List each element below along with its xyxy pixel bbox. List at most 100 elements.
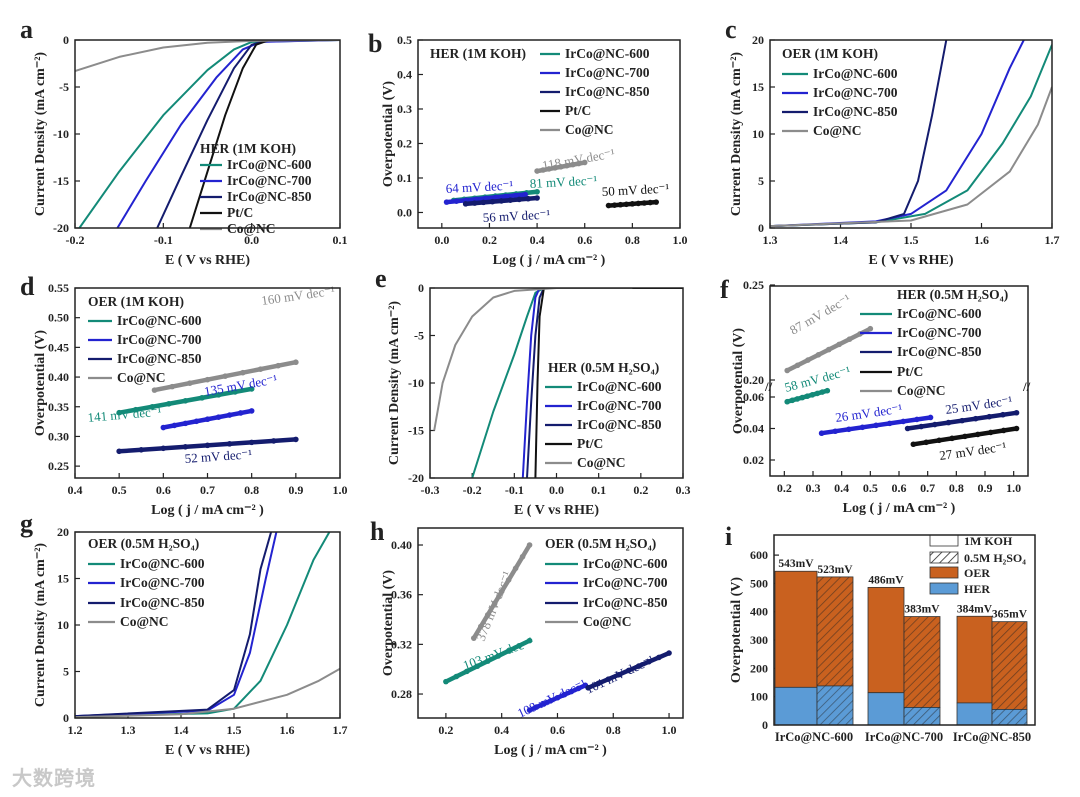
legend-label: Pt/C [565,103,591,118]
y-tick-label: 0.2 [397,136,412,150]
x-tick-label: 0.2 [482,233,497,247]
data-point [629,201,636,207]
plot-frame [74,39,341,229]
data-point [160,445,167,452]
y-tick-label: 0.3 [397,102,412,116]
data-point [526,542,533,548]
y-tick-label: -20 [53,221,69,235]
data-point [824,387,831,394]
data-point [182,398,189,404]
data-point [809,392,816,398]
legend-title: HER (0.5M H₂SO₄) [548,360,659,375]
y-tick-label: 0.30 [48,429,69,443]
data-point [832,428,839,435]
data-point [484,612,491,618]
data-point [653,199,659,205]
data-point [160,424,167,431]
data-point [534,168,540,174]
y-tick-label: 10 [752,127,764,141]
legend-label: IrCo@NC-600 [565,46,650,61]
data-point [222,373,228,379]
y-tick-label: 0.50 [48,311,69,325]
bar-hatch-overlay [992,621,1027,725]
y-tick-label: 0 [758,221,764,235]
legend-label: Co@NC [577,455,626,470]
legend-label: IrCo@NC-850 [813,104,898,119]
data-point [552,165,558,171]
series-line-co-nc [75,40,340,72]
slope-annotation: 50 mV dec⁻¹ [601,180,669,199]
x-tick-label: 0.2 [633,483,648,497]
x-tick-label: -0.1 [505,483,524,497]
data-point [275,362,281,369]
x-tick-label: 0.2 [438,723,453,737]
bar-oer-segment [956,615,993,704]
x-axis-label: Log ( j / mA cm⁻² ) [151,503,264,518]
y-tick-label: 300 [750,633,768,647]
y-axis-label: Overpotential (V) [381,81,396,187]
data-point [623,201,630,208]
panel-a: a -20 -15 -10 -5 0 Current Density (mA cm⁻²) -0… [20,15,348,268]
series-line-irco-nc-700 [521,288,683,478]
slope-annotation: 64 mV dec⁻¹ [445,177,513,196]
data-point [570,161,576,168]
data-point [215,392,222,398]
y-tick-label: 0.04 [743,422,764,436]
data-point [199,395,205,401]
panel-b: b 0.0 0.1 0.2 0.3 0.4 0.5 Overpotential (V) 0.0 0… [368,29,688,268]
axis-break-mark: // [764,379,773,394]
data-point [646,658,652,665]
legend-label: IrCo@NC-600 [813,66,898,81]
bar-value-label: 486mV [868,574,904,586]
data-point [489,198,496,205]
data-point [581,159,588,166]
data-point [512,565,519,572]
data-point [558,163,564,170]
data-point [226,412,233,418]
x-tick-label: 1.6 [974,233,989,247]
x-tick-label: 0.5 [112,483,127,497]
data-point [443,678,449,685]
panel-letter: g [20,509,33,538]
slope-annotation: 160 mV dec⁻¹ [260,283,336,308]
data-point [959,417,965,424]
data-point [270,438,277,444]
panel-letter: h [370,517,385,546]
panel-letter: c [725,15,737,44]
data-point [617,201,624,208]
data-point [585,685,591,691]
data-point [949,435,955,442]
panel-g: g 0 5 10 15 20 Current Density (mA cm⁻²) 1.2 1.3… [20,509,348,758]
data-point [605,202,612,209]
plot-frame [429,287,684,479]
legend-label: IrCo@NC-700 [565,65,650,80]
data-point [561,691,568,698]
y-tick-label: 15 [57,572,69,586]
x-axis-label: Log ( j / mA cm⁻² ) [494,743,607,758]
data-point [972,415,979,422]
x-tick-label: 1.6 [280,723,295,737]
y-tick-label: -15 [408,424,424,438]
data-point [492,194,499,201]
data-point [498,198,505,204]
y-tick-label: 0 [418,281,424,295]
x-tick-label: 0.7 [920,481,935,495]
bar-her-segment [867,692,905,726]
data-point [1000,427,1007,434]
x-tick-label: IrCo@NC-700 [865,730,943,744]
x-tick-label: 1.7 [1045,233,1060,247]
data-point [900,418,907,425]
y-tick-label: 5 [758,174,764,188]
data-point [625,667,632,674]
x-tick-label: 0.9 [288,483,303,497]
panel-letter: e [375,264,387,293]
slope-annotation: 378 mV dec⁻¹ [473,569,515,643]
legend-label: Pt/C [897,364,923,379]
data-point [534,195,540,201]
data-point [540,167,546,173]
legend-label: IrCo@NC-700 [227,173,312,188]
legend-label: IrCo@NC-600 [583,556,668,571]
y-tick-label: 0 [63,711,69,725]
x-tick-label: 0.3 [806,481,821,495]
